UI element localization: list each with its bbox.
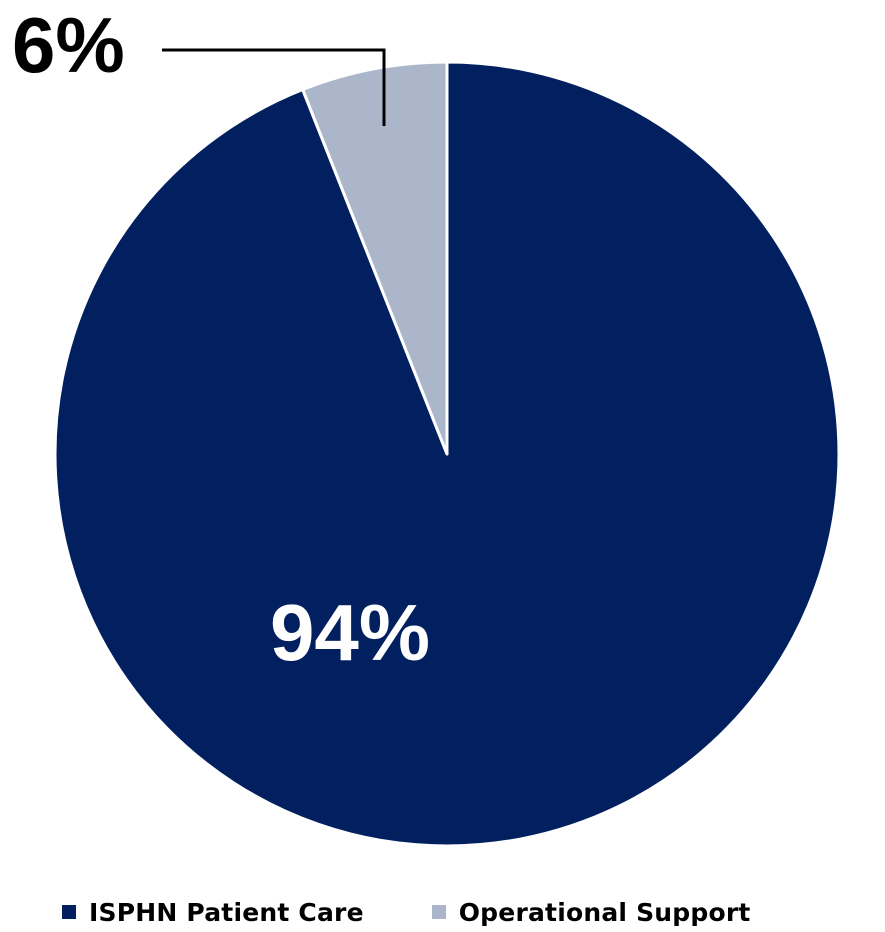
leader-line-operational-support (162, 48, 386, 126)
legend-label-isphn-patient-care: ISPHN Patient Care (89, 897, 364, 927)
data-label-isphn-patient-care: 94% (270, 588, 430, 677)
pie-slices (53, 60, 841, 848)
legend-swatch-operational-support (431, 905, 446, 919)
pie-slice-operational-support (301, 60, 449, 456)
legend-item-operational-support: Operational Support (431, 897, 751, 927)
legend-swatch-isphn-patient-care (62, 905, 76, 919)
data-labels: 94% 6% (12, 1, 430, 677)
legend-label-operational-support: Operational Support (458, 897, 751, 927)
data-label-operational-support: 6% (12, 1, 125, 89)
legend-item-isphn-patient-care: ISPHN Patient Care (62, 898, 364, 927)
leader-lines (162, 48, 386, 126)
chart-legend: ISPHN Patient Care Operational Support (62, 892, 751, 932)
